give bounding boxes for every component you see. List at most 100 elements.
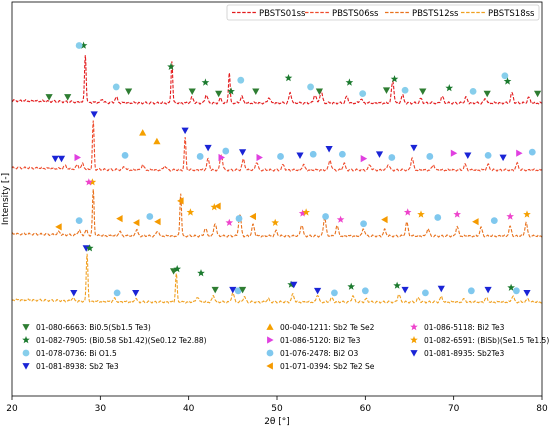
phase-marker	[403, 208, 412, 216]
phase-marker	[211, 286, 219, 294]
legend-label-PBSTS12ss: PBSTS12ss	[412, 9, 459, 19]
phase-marker	[214, 202, 221, 210]
phase-marker	[512, 287, 520, 295]
phase-marker	[464, 152, 472, 159]
phase-marker	[290, 281, 298, 289]
phase-marker	[382, 87, 391, 94]
x-tick-label: 70	[448, 404, 460, 414]
phase-legend-label: 01-078-0736: Bi O1.5	[36, 349, 117, 358]
phase-legend-marker	[22, 363, 30, 370]
phase-marker	[133, 219, 140, 227]
phase-marker	[57, 155, 66, 163]
phase-legend-marker	[410, 350, 418, 357]
phase-marker	[336, 215, 345, 223]
phase-marker	[419, 88, 427, 95]
x-tick-label: 30	[95, 404, 107, 414]
phase-marker	[204, 144, 212, 152]
legend-label-PBSTS06ss: PBSTS06ss	[332, 9, 379, 19]
phase-marker	[132, 290, 140, 297]
phase-legend-label: 01-082-7905: (Bi0.58 Sb1.42)(Se0.12 Te2.…	[36, 336, 207, 345]
phase-marker	[234, 287, 242, 295]
phase-marker	[181, 127, 189, 135]
phase-marker	[314, 287, 322, 295]
phase-marker	[381, 216, 388, 224]
x-tick-label: 60	[360, 404, 372, 414]
phase-marker	[501, 72, 509, 80]
phase-marker	[302, 208, 310, 216]
phase-marker	[177, 197, 184, 205]
phase-marker	[484, 286, 492, 294]
phase-marker	[90, 111, 98, 118]
x-axis-label: 2θ [°]	[264, 417, 290, 427]
phase-marker	[85, 178, 93, 186]
phase-marker	[210, 203, 219, 211]
phase-marker	[51, 155, 59, 163]
phase-marker	[523, 290, 531, 297]
phase-legend-marker	[410, 323, 418, 331]
phase-marker	[528, 148, 536, 156]
phase-marker	[307, 83, 314, 91]
phase-marker	[235, 215, 243, 222]
patterns-layer	[11, 55, 543, 304]
phase-marker	[506, 212, 514, 220]
phase-marker	[252, 88, 260, 95]
phase-marker	[153, 137, 161, 145]
phase-marker	[345, 78, 354, 86]
phase-marker	[196, 153, 204, 160]
phase-marker	[146, 213, 154, 220]
phase-legend-label: 01-080-6663: Bi0.5(Sb1.5 Te3)	[36, 323, 151, 332]
phase-marker	[75, 217, 83, 225]
phase-marker	[113, 289, 121, 297]
x-tick-label: 50	[271, 404, 283, 414]
phase-marker	[64, 94, 72, 101]
phase-marker	[417, 210, 425, 218]
phase-marker	[507, 283, 515, 291]
phase-marker	[116, 215, 123, 223]
series-legend-box	[226, 4, 540, 21]
phase-legend-marker	[22, 336, 30, 344]
phase-marker	[338, 150, 346, 158]
phase-marker	[503, 77, 512, 85]
phase-marker	[85, 244, 94, 252]
phase-legend-label: 01-081-8938: Sb2 Te3	[36, 362, 119, 371]
phase-marker	[410, 144, 418, 152]
phase-marker	[125, 88, 133, 95]
phase-legend-label: 01-082-6591: (BiSb)(Se1.5 Te1.5)	[424, 336, 549, 345]
pattern-line-PBSTS01ss	[11, 55, 543, 105]
phase-legend-label: 01-086-5118: Bi2 Te3	[424, 323, 505, 332]
phase-marker	[225, 218, 234, 226]
phase-marker	[173, 265, 181, 273]
phase-marker	[298, 209, 307, 217]
phase-marker	[70, 290, 78, 297]
phase-marker	[249, 212, 256, 221]
phase-marker	[229, 286, 237, 294]
phase-marker	[121, 151, 129, 159]
phase-marker	[401, 286, 409, 294]
phase-marker	[296, 152, 304, 159]
phase-marker	[331, 289, 338, 297]
phase-marker	[284, 74, 293, 82]
phase-marker	[197, 269, 205, 277]
y-axis-label: Intensity [-]	[1, 173, 11, 225]
x-tick-label: 40	[183, 404, 195, 414]
phase-marker	[170, 268, 178, 275]
phase-marker	[271, 218, 279, 226]
phase-legend-label: 00-040-1211: Sb2 Te Se2	[280, 323, 375, 332]
x-axis: 20 30 40 50 60 70 80	[6, 396, 548, 414]
phase-marker	[167, 62, 175, 70]
phase-legend-label: 01-081-8935: Sb2Te3	[424, 349, 504, 358]
legend-label-PBSTS01ss: PBSTS01ss	[259, 9, 306, 19]
phase-marker	[325, 146, 333, 153]
phase-marker	[79, 41, 88, 49]
phase-marker	[434, 214, 442, 221]
phase-marker	[315, 88, 323, 95]
phase-marker	[484, 151, 492, 159]
phase-marker	[188, 88, 196, 95]
phase-marker	[388, 154, 396, 161]
phase-marker	[359, 90, 367, 98]
phase-marker	[74, 153, 81, 162]
phase-marker	[453, 210, 461, 218]
phase-marker	[237, 76, 245, 84]
phase-legend-marker	[22, 349, 30, 357]
phase-legend-label: 01-076-2478: Bi2 O3	[280, 349, 359, 358]
